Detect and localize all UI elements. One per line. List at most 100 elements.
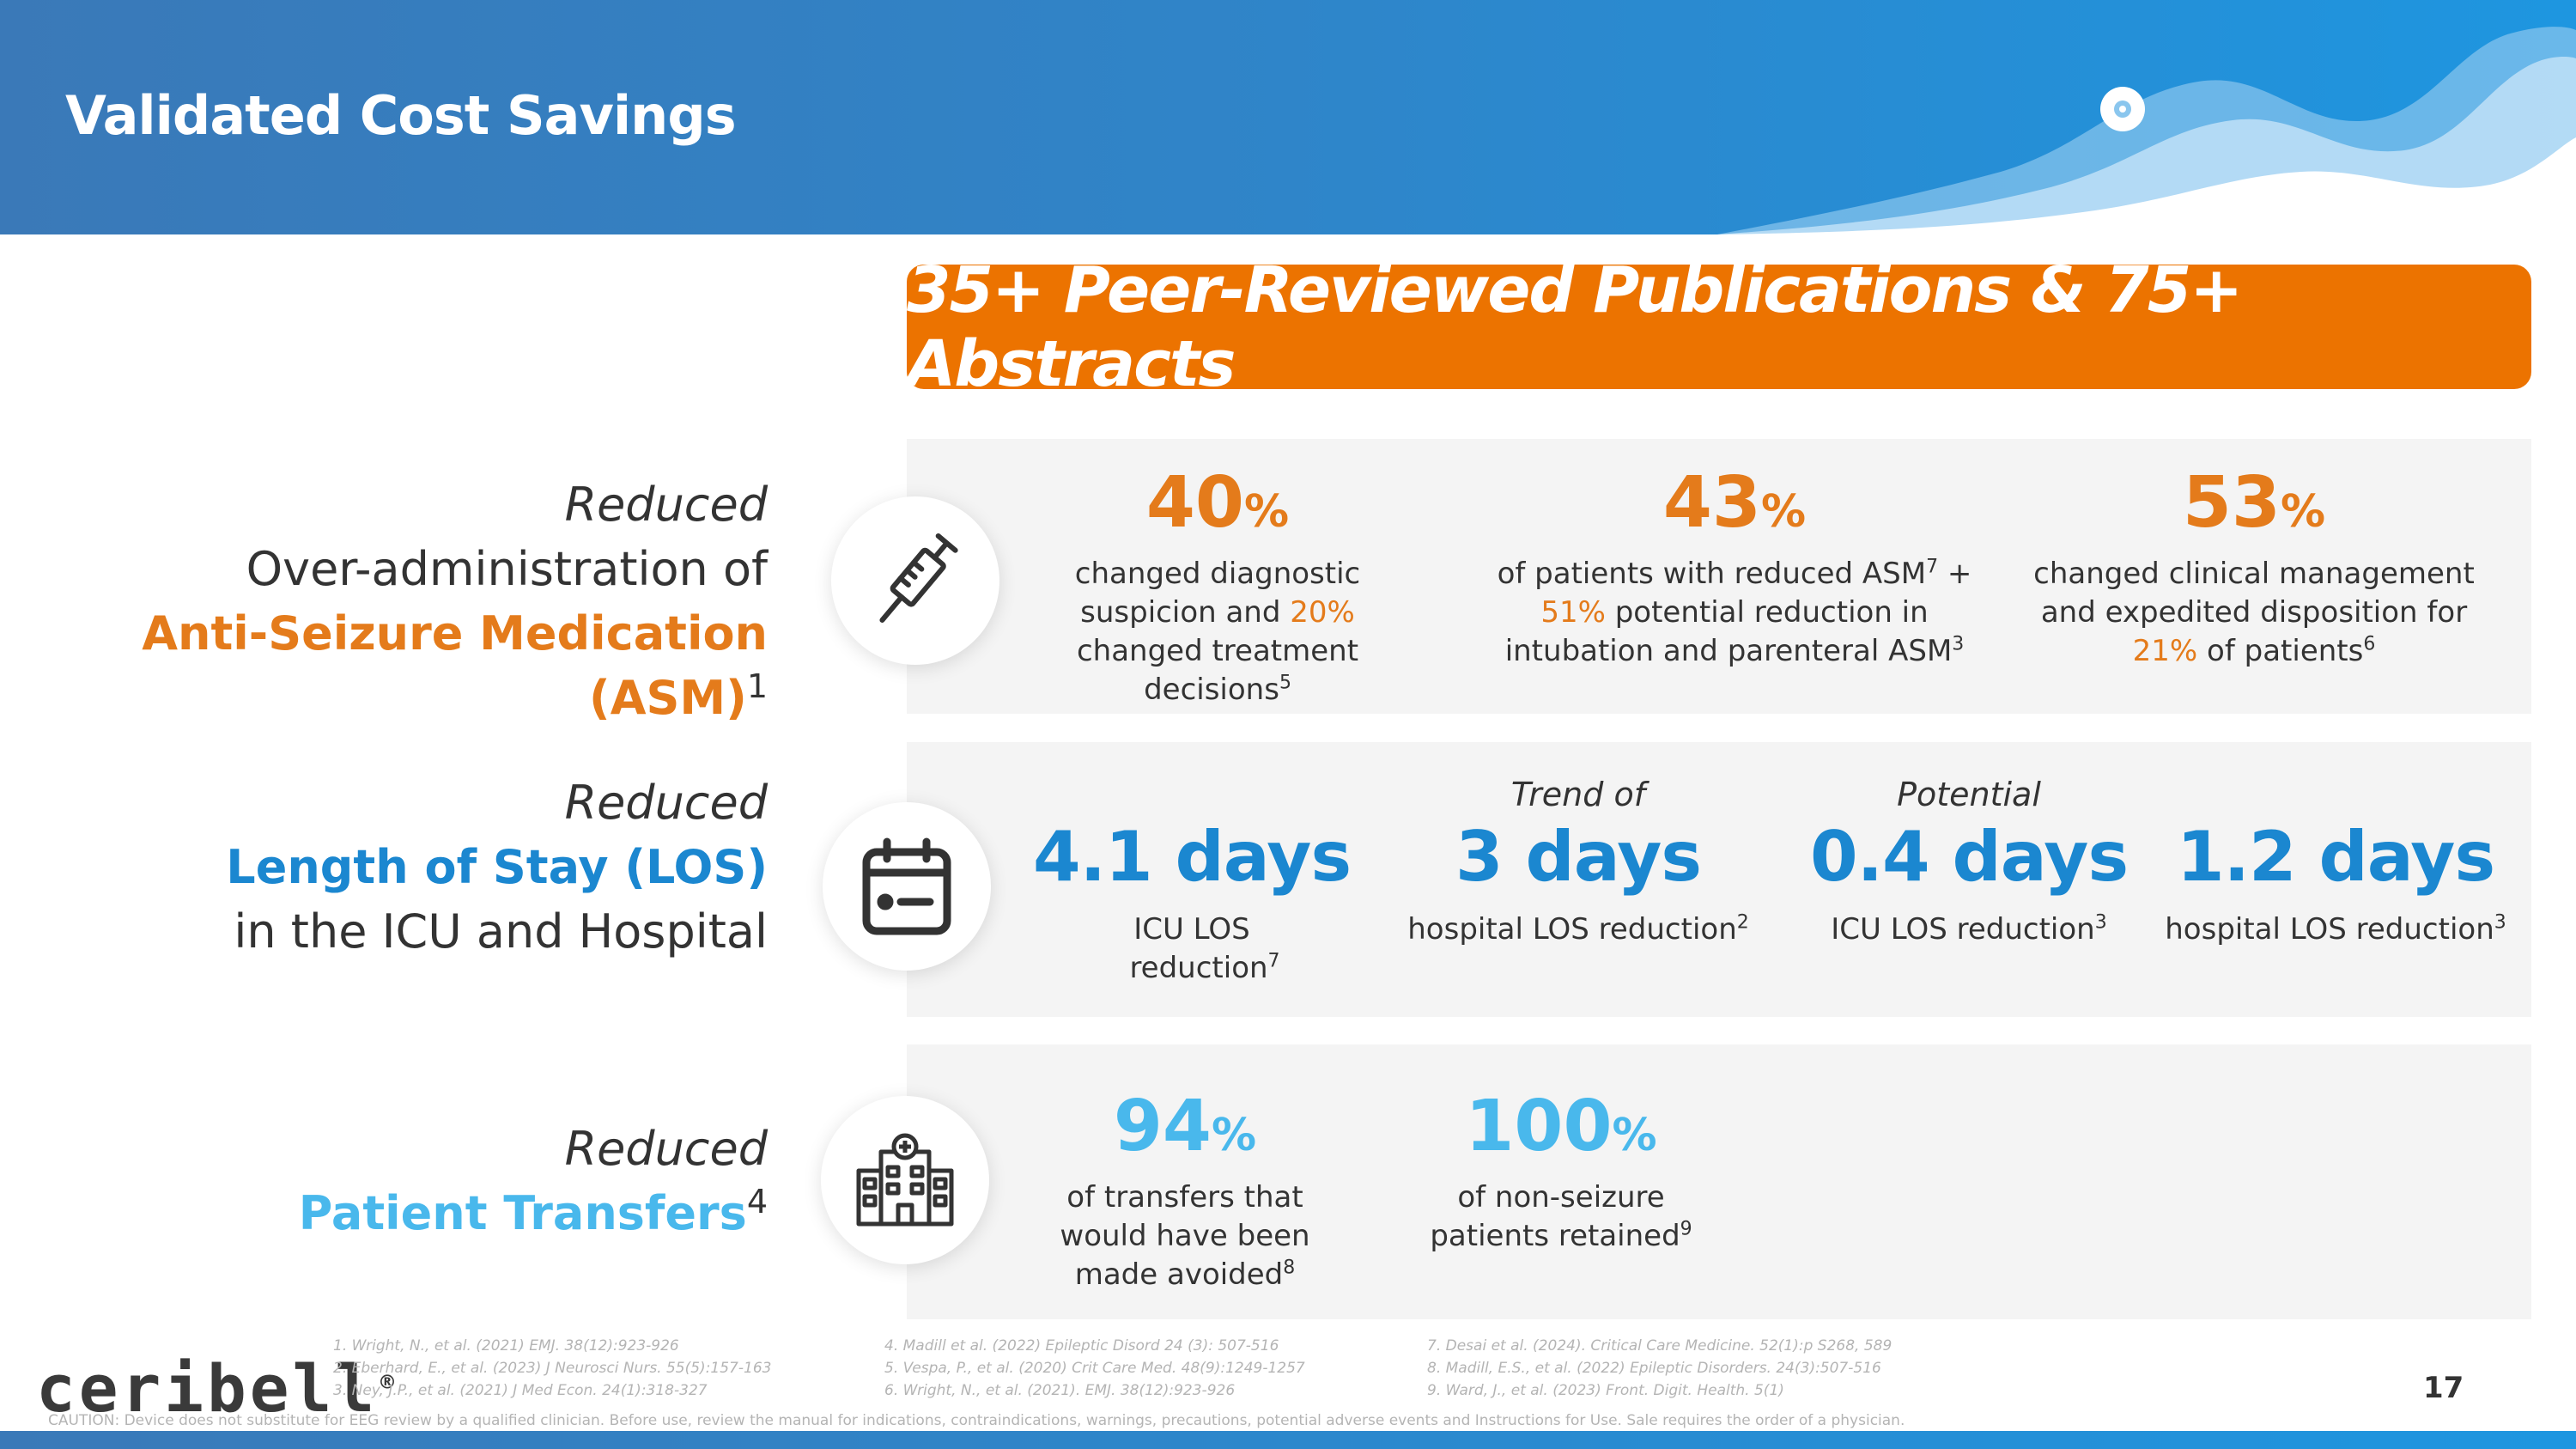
hospital-icon-circle xyxy=(821,1096,989,1264)
stat-prefix: Trend of xyxy=(1510,776,1646,813)
stat-value: 43% xyxy=(1494,460,1975,555)
stat-number: 53 xyxy=(2182,462,2281,544)
logo-text: ceribell xyxy=(36,1350,379,1427)
registered-mark: ® xyxy=(378,1372,398,1394)
transfers-label-italic: Reduced xyxy=(564,1122,768,1176)
stat-prefix xyxy=(2164,775,2507,814)
desc-text: of patients with reduced ASM xyxy=(1497,557,1927,591)
references-col-2: 4. Madill et al. (2022) Epileptic Disord… xyxy=(884,1335,1305,1402)
desc-text: hospital LOS reduction xyxy=(2165,912,2494,947)
desc-line: suspicion and 20% xyxy=(1054,594,1381,632)
desc-line: would have been xyxy=(1060,1219,1310,1253)
desc-line: changed clinical management xyxy=(2033,557,2475,591)
stat-description: of non-seizure patients retained9 xyxy=(1389,1178,1733,1256)
stat-value: 0.4 days xyxy=(1809,817,2129,897)
stat-40-percent: 40% changed diagnostic suspicion and 20%… xyxy=(1054,460,1381,709)
desc-line: 21% of patients6 xyxy=(2022,632,2486,671)
references-col-1: 1. Wright, N., et al. (2021) EMJ. 38(12)… xyxy=(333,1335,771,1402)
stat-100-percent: 100% of non-seizure patients retained9 xyxy=(1389,1084,1733,1256)
footnote-ref: 7 xyxy=(1267,950,1280,972)
stat-unit: % xyxy=(1612,1110,1657,1161)
footnote-ref: 3 xyxy=(2094,911,2107,934)
transfers-label-highlight: Patient Transfers4 xyxy=(299,1181,768,1245)
desc-line: ICU LOS reduction3 xyxy=(1801,910,2136,949)
asm-panel xyxy=(907,439,2531,714)
desc-line: of transfers that xyxy=(1066,1180,1303,1215)
desc-line: and expedited disposition for xyxy=(2040,595,2468,630)
footnote-ref: 9 xyxy=(1680,1218,1692,1240)
stat-number: 43 xyxy=(1662,462,1761,544)
asm-label-highlight: Anti-Seizure Medication (ASM)1 xyxy=(0,601,768,730)
stat-number: 100 xyxy=(1465,1086,1613,1167)
desc-line: changed diagnostic xyxy=(1074,557,1361,591)
stat-description: of transfers that would have been made a… xyxy=(1030,1178,1340,1294)
syringe-icon xyxy=(879,533,958,623)
page-number: 17 xyxy=(2423,1371,2464,1405)
stat-value: 100% xyxy=(1389,1084,1733,1178)
stat-value: 53% xyxy=(2022,460,2486,555)
desc-text: patients retained xyxy=(1430,1219,1680,1253)
desc-text: suspicion and xyxy=(1080,595,1291,630)
desc-line: made avoided8 xyxy=(1030,1256,1340,1294)
desc-line: changed treatment xyxy=(1076,634,1359,668)
desc-line: of non-seizure xyxy=(1457,1180,1665,1215)
desc-line: hospital LOS reduction2 xyxy=(1398,910,1759,949)
footnote-ref: 6 xyxy=(2363,633,2376,655)
reference-item: 8. Madill, E.S., et al. (2022) Epileptic… xyxy=(1427,1360,1881,1377)
desc-text: + xyxy=(1938,557,1972,591)
footnote-ref: 5 xyxy=(1279,672,1291,694)
caution-text: CAUTION: Device does not substitute for … xyxy=(48,1412,1905,1429)
reference-item: 4. Madill et al. (2022) Epileptic Disord… xyxy=(884,1337,1279,1355)
desc-text: ICU LOS reduction xyxy=(1831,912,2095,947)
stat-4-1-days: 4.1 days ICU LOS reduction7 xyxy=(1029,775,1355,988)
stat-description: ICU LOS reduction7 xyxy=(1029,910,1355,988)
stat-unit: % xyxy=(1212,1110,1257,1161)
stat-description: ICU LOS reduction3 xyxy=(1801,910,2136,949)
calendar-icon-circle xyxy=(823,802,991,971)
stat-value: 40% xyxy=(1054,460,1381,555)
reference-item: 5. Vespa, P., et al. (2020) Crit Care Me… xyxy=(884,1360,1305,1377)
asm-row-label: Reduced Over-administration of Anti-Seiz… xyxy=(0,472,768,730)
hospital-icon xyxy=(856,1133,954,1227)
desc-text: made avoided xyxy=(1074,1257,1284,1292)
stat-unit: % xyxy=(2281,486,2326,538)
desc-line: patients retained9 xyxy=(1389,1217,1733,1256)
desc-text: potential reduction in xyxy=(1605,595,1929,630)
desc-line: intubation and parenteral ASM3 xyxy=(1494,632,1975,671)
stat-description: of patients with reduced ASM7 + 51% pote… xyxy=(1494,555,1975,671)
stat-94-percent: 94% of transfers that would have been ma… xyxy=(1030,1084,1340,1294)
publications-banner: 35+ Peer-Reviewed Publications & 75+ Abs… xyxy=(907,253,2531,401)
desc-line: decisions5 xyxy=(1054,671,1381,709)
los-label-highlight: Length of Stay (LOS) xyxy=(226,840,768,894)
page-title: Validated Cost Savings xyxy=(65,84,737,147)
footnote-ref: 8 xyxy=(1283,1257,1296,1279)
reference-item: 2. Eberhard, E., et al. (2023) J Neurosc… xyxy=(333,1360,772,1377)
reference-item: 3. Ney, J.P., et al. (2021) J Med Econ. … xyxy=(333,1382,708,1399)
stat-0-4-days: Potential 0.4 days ICU LOS reduction3 xyxy=(1801,775,2136,949)
stat-1-2-days: 1.2 days hospital LOS reduction3 xyxy=(2164,775,2507,949)
stat-value: 1.2 days xyxy=(2176,817,2495,897)
los-panel xyxy=(907,742,2531,1017)
transfers-label-sup: 4 xyxy=(746,1183,768,1221)
stat-43-percent: 43% of patients with reduced ASM7 + 51% … xyxy=(1494,460,1975,671)
asm-label-sup: 1 xyxy=(746,667,768,705)
stat-description: changed clinical management and expedite… xyxy=(2022,555,2486,671)
footer-bar xyxy=(0,1431,2576,1449)
reference-item: 6. Wright, N., et al. (2021). EMJ. 38(12… xyxy=(884,1382,1236,1399)
stat-53-percent: 53% changed clinical management and expe… xyxy=(2022,460,2486,671)
stat-3-days: Trend of 3 days hospital LOS reduction2 xyxy=(1398,775,1759,949)
ceribell-logo: ceribell® xyxy=(36,1350,397,1427)
transfers-row-label: Reduced Patient Transfers4 xyxy=(299,1117,768,1245)
desc-highlight: 20% xyxy=(1290,595,1355,630)
footnote-ref: 3 xyxy=(1952,633,1965,655)
stat-number: 94 xyxy=(1113,1086,1212,1167)
asm-label-highlight-text: Anti-Seizure Medication (ASM) xyxy=(142,606,768,725)
los-label-italic: Reduced xyxy=(564,776,768,830)
stat-unit: % xyxy=(1761,486,1807,538)
stat-description: hospital LOS reduction3 xyxy=(2164,910,2507,949)
stat-value: 94% xyxy=(1030,1084,1340,1178)
references-col-3: 7. Desai et al. (2024). Critical Care Me… xyxy=(1427,1335,1892,1402)
desc-text: hospital LOS reduction xyxy=(1407,912,1737,947)
desc-line: hospital LOS reduction3 xyxy=(2164,910,2507,949)
asm-label-plain: Over-administration of xyxy=(246,542,768,596)
